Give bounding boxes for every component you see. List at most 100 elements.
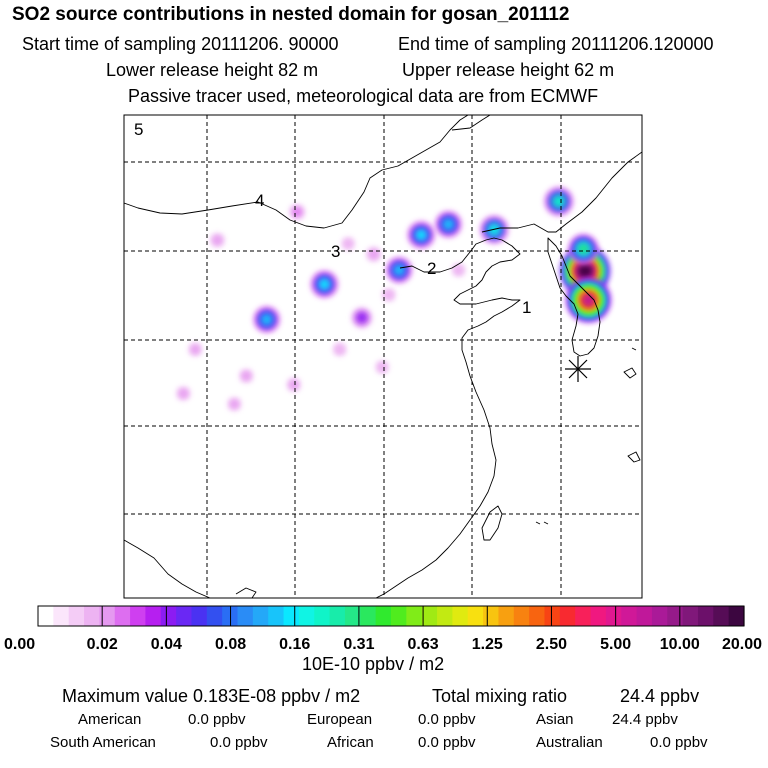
colorbar-swatch: [344, 606, 361, 626]
colorbar-swatch: [621, 606, 638, 626]
hainan-coast: [235, 587, 257, 598]
concentration-contour: [442, 218, 455, 231]
colorbar-swatch: [68, 606, 85, 626]
japan-islands: [535, 347, 641, 525]
colorbar-swatch: [513, 606, 530, 626]
colorbar-swatch: [99, 606, 116, 626]
south-american-label: South American: [50, 734, 156, 751]
colorbar-swatch: [176, 606, 193, 626]
korea-coast: [547, 237, 601, 357]
concentration-spot: [210, 233, 225, 248]
chart-title: SO2 source contributions in nested domai…: [12, 4, 570, 25]
colorbar-swatch: [529, 606, 546, 626]
concentration-spot: [351, 307, 372, 328]
concentration-spot: [310, 270, 338, 298]
concentration-contour: [581, 293, 596, 307]
concentration-spot: [366, 247, 381, 262]
colorbar-swatch: [713, 606, 730, 626]
concentration-spot: [386, 257, 413, 284]
colorbar-tick-label: 20.00: [722, 636, 762, 653]
concentration-contour: [393, 264, 405, 276]
concentration-contour: [318, 278, 331, 291]
concentration-contour: [415, 228, 428, 242]
colorbar-swatch: [252, 606, 269, 626]
colorbar-swatch: [651, 606, 668, 626]
concentration-spot: [544, 187, 574, 216]
coastlines-borders: [124, 115, 642, 598]
colorbar-swatch: [84, 606, 100, 626]
concentration-spot: [382, 288, 396, 302]
grid-lines: [124, 115, 642, 598]
colorbar-tick-label: 1.25: [472, 636, 503, 653]
colorbar-tick-label: 0.04: [151, 636, 182, 653]
concentration-spot: [435, 211, 462, 238]
start-time-label: Start time of sampling 20111206. 90000: [22, 34, 339, 54]
asterisk-stroke: [568, 359, 588, 379]
concentration-spot: [239, 369, 253, 383]
concentration-contour: [577, 243, 590, 255]
colorbar-swatch: [329, 606, 346, 626]
concentration-contour: [260, 313, 273, 326]
asterisk-marker-icon: [565, 356, 591, 382]
colorbar-swatch: [697, 606, 714, 626]
mongolia-border: [124, 115, 469, 229]
colorbar-swatch: [467, 606, 484, 626]
asian-value: 24.4 ppbv: [612, 711, 678, 728]
concentration-field: [176, 187, 611, 411]
colorbar-swatch: [191, 606, 208, 626]
concentration-spot: [375, 360, 389, 374]
end-time-label: End time of sampling 20111206.120000: [398, 34, 714, 54]
american-value: 0.0 ppbv: [188, 711, 246, 728]
concentration-contour: [230, 400, 239, 408]
maximum-value-label: Maximum value 0.183E-08 ppbv / m2: [62, 686, 361, 706]
colorbar-swatch: [590, 606, 607, 626]
concentration-contour: [242, 371, 251, 380]
concentration-spot: [253, 306, 280, 333]
colorbar-swatch: [575, 606, 592, 626]
region-label-1: 1: [522, 298, 531, 317]
colorbar-swatch: [483, 606, 500, 626]
total-mixing-ratio-label: Total mixing ratio: [432, 686, 568, 706]
concentration-spot: [176, 386, 191, 401]
colorbar-swatch: [206, 606, 223, 626]
manchuria-border: [451, 115, 642, 233]
australian-label: Australian: [536, 734, 603, 751]
concentration-spot: [341, 237, 355, 250]
region-label-5: 5: [134, 120, 143, 139]
colorbar-swatch: [298, 606, 315, 626]
concentration-spot: [333, 342, 347, 356]
concentration-spot: [568, 234, 599, 264]
colorbar-frame: [37, 605, 745, 627]
colorbar-tick-label: 2.50: [536, 636, 567, 653]
colorbar-swatch: [559, 606, 576, 626]
colorbar: [37, 605, 745, 627]
region-label-3: 3: [331, 242, 340, 261]
colorbar-tick-label: 5.00: [600, 636, 631, 653]
concentration-contour: [378, 363, 387, 371]
region-labels: 5 4 3 2 1: [134, 120, 531, 317]
total-mixing-ratio-value: 24.4 ppbv: [620, 686, 700, 706]
colorbar-swatch: [498, 606, 515, 626]
concentration-contour: [344, 240, 352, 248]
european-value: 0.0 ppbv: [418, 711, 476, 728]
upper-release-height-label: Upper release height 62 m: [402, 60, 615, 80]
southwest-border: [124, 539, 211, 598]
colorbar-swatch: [544, 606, 561, 626]
colorbar-tick-label: 0.08: [215, 636, 246, 653]
colorbar-swatch: [391, 606, 407, 626]
colorbar-tick-label: 0.16: [279, 636, 310, 653]
colorbar-tick-label: 0.02: [87, 636, 118, 653]
concentration-contour: [335, 345, 344, 354]
colorbar-swatch: [452, 606, 469, 626]
colorbar-swatch: [406, 606, 423, 626]
concentration-contour: [578, 263, 593, 279]
concentration-spot: [188, 342, 202, 356]
european-label: European: [307, 711, 373, 728]
american-label: American: [78, 711, 142, 728]
colorbar-tick-label: 0.63: [408, 636, 439, 653]
map-plot-area: 5 4 3 2 1: [124, 115, 642, 598]
australian-value: 0.0 ppbv: [650, 734, 708, 751]
concentration-contour: [355, 311, 368, 324]
concentration-spot: [227, 397, 241, 411]
